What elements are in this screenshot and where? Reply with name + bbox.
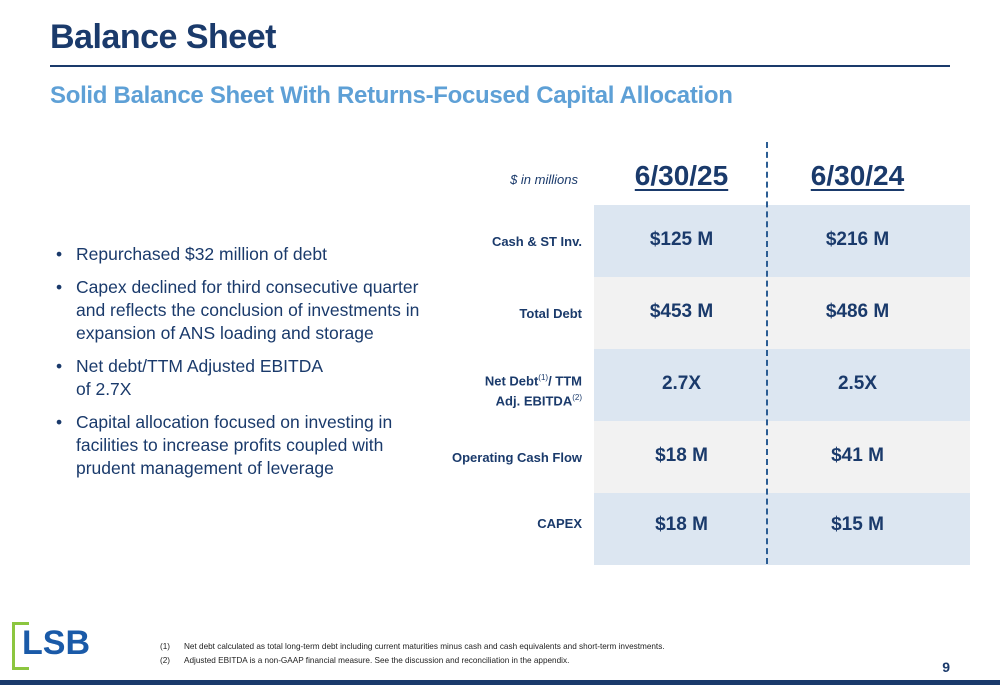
column-divider [766, 142, 768, 564]
row-label-total-debt: Total Debt [519, 306, 582, 321]
table-row [594, 349, 970, 421]
table-row [594, 493, 970, 565]
bullet-dot-icon: • [56, 277, 63, 297]
cell-net-debt-ebitda-2024: 2.5X [837, 373, 878, 394]
bullet-dot-icon: • [56, 412, 63, 432]
bullet-text: Capital allocation focused on investing … [76, 412, 393, 478]
bullet-dot-icon: • [56, 244, 63, 264]
bullet-text: Capex declined for third consecutive qua… [76, 277, 420, 343]
row-label-cash: Cash & ST Inv. [491, 234, 582, 249]
cell-operating-cash-flow-2025: $18 M [655, 445, 708, 466]
bullet-text: Net debt/TTM Adjusted EBITDA of 2.7X [76, 356, 323, 399]
bullet-item: • Repurchased $32 million of debt [56, 243, 426, 266]
footnotes: (1) Net debt calculated as total long-ter… [160, 640, 800, 668]
logo-text: LSB [22, 624, 90, 662]
cell-total-debt-2024: $486 M [825, 301, 890, 322]
column-header-2025: 6/30/25 [634, 160, 729, 191]
units-label: $ in millions [510, 172, 578, 187]
cell-cash-2025: $125 M [649, 229, 714, 250]
footnote: (1) Net debt calculated as total long-ter… [160, 642, 665, 651]
cell-net-debt-ebitda-2025: 2.7X [661, 373, 702, 394]
footnote: (2) Adjusted EBITDA is a non-GAAP financi… [160, 656, 570, 665]
cell-operating-cash-flow-2024: $41 M [831, 445, 884, 466]
cell-cash-2024: $216 M [825, 229, 890, 250]
row-label-capex: CAPEX [537, 516, 582, 531]
logo-bracket-icon [12, 622, 29, 670]
bullet-item: • Capex declined for third consecutive qu… [56, 276, 426, 345]
row-label-operating-cash-flow: Operating Cash Flow [451, 450, 582, 465]
company-logo: LSB [12, 622, 90, 670]
page-number: 9 [942, 659, 950, 675]
bullet-text: Repurchased $32 million of debt [76, 244, 327, 264]
row-label-net-debt-ebitda: Net Debt(1)/ TTM Adj. EBITDA(2) [484, 373, 582, 409]
bullet-item: • Capital allocation focused on investing… [56, 411, 426, 480]
title-divider [50, 65, 950, 67]
cell-capex-2024: $15 M [831, 514, 884, 535]
table-row [594, 277, 970, 349]
table-row [594, 421, 970, 493]
cell-capex-2025: $18 M [655, 514, 708, 535]
bottom-bar [0, 680, 1000, 685]
cell-total-debt-2025: $453 M [649, 301, 714, 322]
table-row [594, 205, 970, 277]
bullet-dot-icon: • [56, 356, 63, 376]
column-header-2024: 6/30/24 [810, 160, 905, 191]
page-title: Balance Sheet [50, 18, 276, 56]
page-subtitle: Solid Balance Sheet With Returns-Focused… [50, 82, 733, 109]
bullet-item: • Net debt/TTM Adjusted EBITDA of 2.7X [56, 355, 336, 401]
bullet-list: • Repurchased $32 million of debt • Capex … [56, 243, 426, 490]
